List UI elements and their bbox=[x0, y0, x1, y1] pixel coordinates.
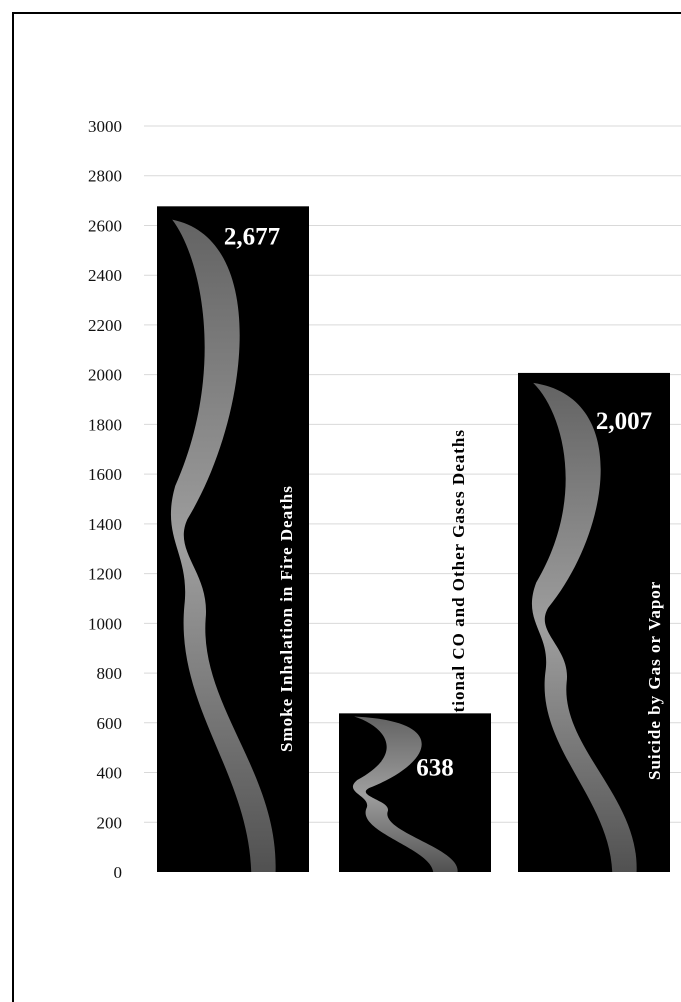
y-tick-label: 0 bbox=[114, 863, 123, 882]
category-label: Unintentional CO and Other Gases Deaths bbox=[449, 429, 468, 778]
y-tick-label: 800 bbox=[97, 664, 123, 683]
data-label: 2,677 bbox=[224, 223, 280, 250]
y-tick-label: 3000 bbox=[88, 117, 122, 136]
y-tick-label: 400 bbox=[97, 764, 123, 783]
y-tick-label: 200 bbox=[97, 813, 123, 832]
smoke-swirl-decoration bbox=[170, 219, 276, 873]
y-tick-label: 2000 bbox=[88, 366, 122, 385]
smoke-swirl-decoration bbox=[352, 716, 458, 872]
chart-frame bbox=[12, 12, 681, 1002]
y-tick-label: 1000 bbox=[88, 614, 122, 633]
category-label: Smoke Inhalation in Fire Deaths bbox=[277, 485, 296, 752]
data-label: 638 bbox=[416, 754, 454, 781]
data-label: 2,007 bbox=[596, 408, 652, 435]
category-label: Suicide by Gas or Vapor bbox=[645, 581, 664, 780]
y-tick-label: 2400 bbox=[88, 266, 122, 285]
y-tick-label: 1800 bbox=[88, 415, 122, 434]
y-tick-label: 2600 bbox=[88, 216, 122, 235]
bar-group: 2,677 Smoke Inhalation in Fire Deaths bbox=[157, 206, 309, 873]
bar-group: 2,007 Suicide by Gas or Vapor bbox=[518, 372, 670, 872]
smoke-swirl-decoration bbox=[531, 382, 637, 872]
bars: 2,677 Smoke Inhalation in Fire Deaths 638U… bbox=[157, 206, 670, 873]
y-tick-label: 2800 bbox=[88, 167, 122, 186]
y-tick-label: 1400 bbox=[88, 515, 122, 534]
y-tick-label: 1200 bbox=[88, 565, 122, 584]
y-tick-label: 600 bbox=[97, 714, 123, 733]
y-tick-label: 2200 bbox=[88, 316, 122, 335]
y-axis-tick-labels: 0 200 400 600 800 1000 1200 1400 1600 1800 2000 220… bbox=[88, 117, 122, 882]
y-tick-label: 1600 bbox=[88, 465, 122, 484]
